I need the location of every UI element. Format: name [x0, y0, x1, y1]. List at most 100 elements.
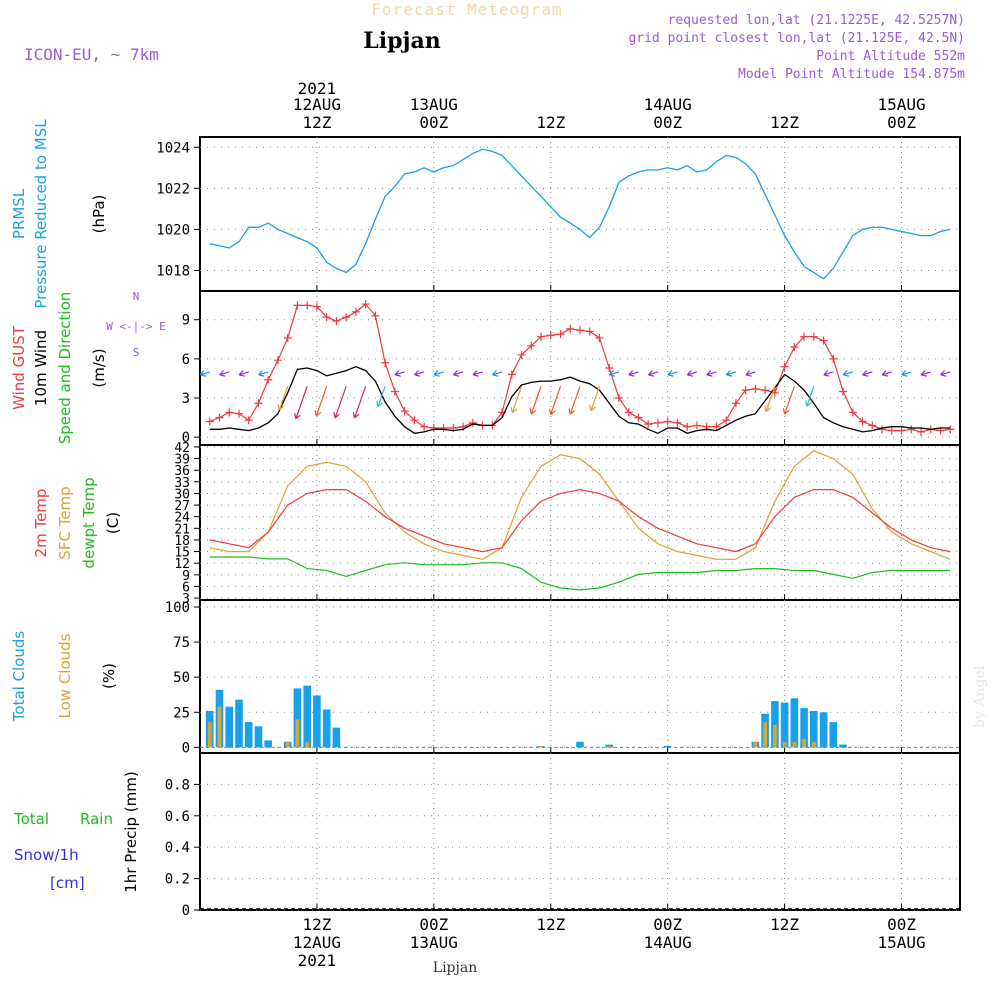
bottom-date-label: 15AUG — [877, 933, 925, 952]
total-cloud-bar — [790, 698, 799, 748]
wind-direction-arrow — [647, 370, 659, 377]
panel-precipitation: 0 0.2 0.4 0.6 0.8 — [165, 752, 961, 919]
wind-direction-arrow — [764, 386, 776, 413]
gust-marker — [576, 326, 584, 335]
gust-marker — [234, 409, 243, 418]
grid-point-coords: grid point closest lon,lat (21.125E, 42.… — [628, 31, 965, 46]
gust-marker — [556, 330, 565, 339]
gust-marker — [429, 424, 438, 433]
wind-direction-arrow — [805, 386, 815, 407]
footer-location: Lipjan — [433, 960, 477, 976]
wind-direction-arrow — [568, 386, 581, 415]
model-altitude: Model Point Altitude 154.875m — [738, 67, 965, 82]
gust-marker — [439, 424, 448, 433]
total-cloud-bar — [225, 706, 233, 748]
total-cloud-bar — [293, 688, 302, 748]
clouds-unit-label: (%) — [100, 663, 118, 689]
wind-direction-arrow — [920, 370, 931, 377]
temp-sfc-label: SFC Temp — [56, 486, 74, 559]
y-tick-label: 1018 — [156, 263, 190, 279]
temp-2m-line — [209, 488, 951, 553]
y-tick-label: 42 — [174, 441, 190, 456]
gust-marker — [624, 408, 633, 417]
y-tick-label: 0 — [182, 430, 190, 446]
precip-axis-label: 1hr Precip (mm) — [122, 771, 140, 892]
precip-rain-label: Rain — [80, 810, 113, 828]
total-cloud-bar — [576, 741, 584, 748]
wind-direction-arrow — [258, 370, 269, 377]
pressure-label-prmsl: PRMSL — [10, 188, 28, 239]
total-cloud-bar — [839, 744, 847, 748]
y-tick-label: 36 — [174, 464, 190, 479]
gust-marker — [293, 301, 302, 310]
gust-marker — [517, 350, 526, 359]
bottom-hour-label: 00Z — [887, 915, 916, 934]
gust-marker — [780, 362, 789, 371]
gust-marker — [420, 422, 429, 431]
dewpt-temp-line — [209, 556, 951, 591]
y-tick-label: 21 — [174, 522, 190, 537]
wind-direction-arrow — [492, 370, 503, 377]
top-hour-label: 12Z — [536, 113, 565, 132]
gust-marker — [303, 301, 312, 310]
top-hour-label: 00Z — [653, 113, 682, 132]
wind-direction-arrow — [608, 370, 620, 377]
gust-marker — [537, 332, 546, 341]
gust-marker — [585, 327, 594, 336]
total-cloud-bar — [264, 740, 272, 748]
gust-marker — [712, 422, 721, 431]
gust-marker — [605, 364, 614, 372]
gust-marker — [527, 341, 536, 350]
gust-marker — [322, 313, 331, 322]
point-altitude: Point Altitude 552m — [816, 49, 965, 64]
panel-wind: 0 3 6 9 — [182, 290, 961, 446]
wind-direction-arrow — [199, 370, 210, 377]
precip-unit-cm-label: [cm] — [50, 874, 85, 892]
gust-marker — [790, 343, 799, 352]
model-label: ICON-EU, ~ 7km — [24, 45, 159, 64]
top-date-label: 12AUG — [293, 95, 341, 114]
gust-marker — [595, 333, 604, 342]
gust-marker — [683, 422, 692, 431]
top-hour-label: 00Z — [887, 113, 916, 132]
wind-direction-label: Speed and Direction — [56, 292, 74, 445]
pressure-label-msl: Pressure Reduced to MSL — [32, 119, 50, 309]
total-cloud-bar — [800, 708, 808, 748]
top-year-label: 2021 — [298, 79, 337, 98]
wind-speed-line — [209, 365, 951, 435]
temp-dewpt-label: dewpt Temp — [80, 477, 98, 568]
gust-marker — [215, 413, 224, 422]
y-tick-label: 1024 — [156, 140, 190, 156]
gust-marker — [644, 420, 653, 429]
total-clouds-label: Total Clouds — [10, 631, 28, 723]
gust-marker — [800, 332, 809, 341]
gust-marker — [225, 408, 234, 417]
wind-direction-arrow — [529, 386, 542, 415]
temp-2m-label: 2m Temp — [32, 489, 50, 558]
low-cloud-bar — [763, 722, 767, 748]
gust-marker — [946, 425, 955, 434]
gust-marker — [722, 416, 731, 425]
low-cloud-bar — [607, 746, 612, 748]
wind-unit-label: (m/s) — [90, 348, 108, 387]
y-tick-label: 39 — [174, 453, 190, 468]
bottom-hour-label: 00Z — [419, 915, 448, 934]
bottom-date-label: 13AUG — [410, 933, 458, 952]
low-cloud-bar — [753, 741, 758, 748]
top-date-label: 13AUG — [410, 95, 458, 114]
y-tick-label: 100 — [165, 600, 190, 616]
y-tick-label: 0.4 — [165, 840, 190, 856]
y-tick-label: 0.8 — [165, 777, 190, 793]
wind-direction-arrow — [862, 370, 873, 377]
gust-marker — [390, 387, 399, 396]
y-tick-label: 3 — [182, 592, 190, 607]
gust-marker — [342, 313, 351, 322]
low-cloud-bar — [792, 741, 797, 748]
bottom-hour-label: 12Z — [536, 915, 565, 934]
compass-south: S — [133, 346, 140, 359]
gust-marker — [829, 354, 838, 363]
low-cloud-bar — [207, 722, 212, 748]
wind-direction-arrow — [414, 370, 425, 377]
compass-east-west: W <-|-> E — [106, 320, 166, 333]
